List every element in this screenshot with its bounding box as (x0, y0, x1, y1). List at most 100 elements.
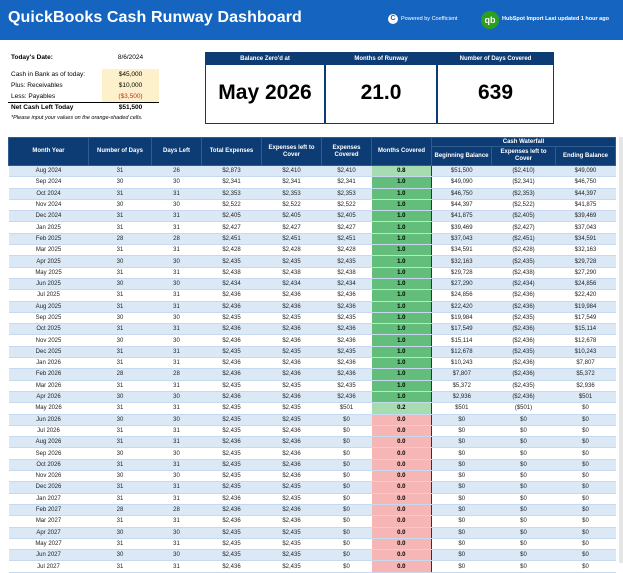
cell-months-covered[interactable]: 1.0 (371, 357, 432, 370)
table-row[interactable]: Oct 2025 31 31 $2,436 $2,436 $2,436 1.0 $17,549… (8, 323, 616, 336)
cell-number-of-days[interactable]: 31 (88, 210, 152, 223)
cell-month-year[interactable]: Aug 2026 (8, 436, 89, 449)
cell-ending-balance[interactable]: $39,469 (555, 210, 616, 223)
cell-ending-balance[interactable]: $37,043 (555, 221, 616, 234)
cell-expenses-covered[interactable]: $2,427 (321, 221, 372, 234)
table-row[interactable]: Nov 2024 30 30 $2,522 $2,522 $2,522 1.0 $44,397… (8, 199, 616, 212)
cell-total-expenses[interactable]: $2,522 (201, 199, 262, 212)
cell-ending-balance[interactable]: $17,549 (555, 312, 616, 325)
cell-beginning-balance[interactable]: $0 (431, 504, 492, 517)
cell-expenses-covered[interactable]: $0 (321, 493, 372, 505)
cell-expenses-covered[interactable]: $2,428 (321, 244, 372, 257)
cell-expenses-left-to-cover[interactable]: $2,436 (261, 368, 322, 381)
cell-beginning-balance[interactable]: $0 (431, 436, 492, 449)
cell-beginning-balance[interactable]: $46,750 (431, 188, 492, 200)
cell-beginning-balance[interactable]: $29,728 (431, 267, 492, 279)
cell-expenses-covered[interactable]: $2,434 (321, 278, 372, 291)
cell-beginning-balance[interactable]: $17,549 (431, 323, 492, 336)
cell-number-of-days[interactable]: 31 (88, 380, 152, 392)
cell-total-expenses[interactable]: $2,427 (201, 221, 262, 234)
cell-ending-balance[interactable]: $49,090 (555, 165, 616, 178)
col-months-covered[interactable]: Months Covered (371, 137, 432, 166)
cell-months-covered[interactable]: 1.0 (371, 380, 432, 392)
cell-months-covered[interactable]: 1.0 (371, 199, 432, 212)
cell-days-left[interactable]: 26 (151, 165, 202, 178)
cell-month-year[interactable]: Oct 2025 (8, 323, 89, 336)
cell-expenses-left-to-cover[interactable]: $2,435 (261, 527, 322, 539)
table-row[interactable]: Aug 2025 31 31 $2,436 $2,436 $2,436 1.0 $22,420… (8, 301, 616, 313)
cell-expenses-left-to-cover[interactable]: $2,435 (261, 493, 322, 505)
cell-number-of-days[interactable]: 31 (88, 357, 152, 370)
cell-beginning-balance[interactable]: $0 (431, 538, 492, 551)
cell-month-year[interactable]: Jan 2025 (8, 221, 89, 234)
table-row[interactable]: Sep 2026 30 30 $2,435 $2,436 $0 0.0 $0 $0 $0 (8, 447, 616, 460)
cell-expenses-covered[interactable]: $2,435 (321, 255, 372, 268)
cell-days-left[interactable]: 31 (151, 301, 202, 313)
cell-total-expenses[interactable]: $2,428 (201, 244, 262, 257)
cell-total-expenses[interactable]: $2,436 (201, 334, 262, 347)
cell-month-year[interactable]: Mar 2026 (8, 380, 89, 392)
cell-expenses-left-to-cover[interactable]: $2,435 (261, 481, 322, 494)
col-ending-balance[interactable]: Ending Balance (555, 146, 616, 166)
cell-total-expenses[interactable]: $2,435 (201, 312, 262, 325)
cell-expenses-left-to-cover[interactable]: $2,434 (261, 278, 322, 291)
cell-expenses-left-to-cover[interactable]: $2,438 (261, 267, 322, 279)
cell-expenses-left-to-cover[interactable]: $2,436 (261, 504, 322, 517)
cell-number-of-days[interactable]: 31 (88, 515, 152, 528)
cell-month-year[interactable]: Dec 2024 (8, 210, 89, 223)
cell-number-of-days[interactable]: 31 (88, 436, 152, 449)
cell-waterfall-expenses-left[interactable]: ($2,427) (491, 221, 556, 234)
receivables-input[interactable]: $10,000 (102, 80, 159, 91)
cell-number-of-days[interactable]: 30 (88, 312, 152, 325)
cell-month-year[interactable]: Oct 2024 (8, 188, 89, 200)
cell-waterfall-expenses-left[interactable]: $0 (491, 481, 556, 494)
table-row[interactable]: Apr 2027 30 30 $2,435 $2,435 $0 0.0 $0 $0 $0 (8, 527, 616, 539)
cell-month-year[interactable]: Sep 2025 (8, 312, 89, 325)
cell-expenses-covered[interactable]: $2,436 (321, 357, 372, 370)
cell-waterfall-expenses-left[interactable]: $0 (491, 470, 556, 483)
cell-month-year[interactable]: Jan 2027 (8, 493, 89, 505)
cell-number-of-days[interactable]: 30 (88, 527, 152, 539)
cell-number-of-days[interactable]: 30 (88, 199, 152, 212)
cell-months-covered[interactable]: 1.0 (371, 244, 432, 257)
cell-months-covered[interactable]: 0.0 (371, 459, 432, 472)
cell-waterfall-expenses-left[interactable]: ($501) (491, 402, 556, 415)
cell-months-covered[interactable]: 1.0 (371, 188, 432, 200)
cell-months-covered[interactable]: 1.0 (371, 221, 432, 234)
cell-months-covered[interactable]: 0.0 (371, 436, 432, 449)
cell-days-left[interactable]: 31 (151, 210, 202, 223)
cell-days-left[interactable]: 30 (151, 527, 202, 539)
cell-ending-balance[interactable]: $19,984 (555, 301, 616, 313)
cell-waterfall-expenses-left[interactable]: ($2,438) (491, 267, 556, 279)
table-row[interactable]: Jul 2025 31 31 $2,436 $2,436 $2,436 1.0 $24,856… (8, 289, 616, 302)
cell-beginning-balance[interactable]: $15,114 (431, 334, 492, 347)
cell-beginning-balance[interactable]: $0 (431, 425, 492, 438)
cell-number-of-days[interactable]: 31 (88, 481, 152, 494)
col-expenses-covered[interactable]: Expenses Covered (321, 137, 372, 166)
cell-number-of-days[interactable]: 31 (88, 221, 152, 234)
table-row[interactable]: Mar 2025 31 31 $2,428 $2,428 $2,428 1.0 $34,591… (8, 244, 616, 257)
cell-total-expenses[interactable]: $2,451 (201, 233, 262, 246)
cell-month-year[interactable]: Apr 2026 (8, 391, 89, 404)
cell-waterfall-expenses-left[interactable]: $0 (491, 493, 556, 505)
cell-number-of-days[interactable]: 30 (88, 447, 152, 460)
cell-ending-balance[interactable]: $501 (555, 391, 616, 404)
cell-expenses-covered[interactable]: $0 (321, 549, 372, 562)
cell-months-covered[interactable]: 0.0 (371, 515, 432, 528)
cell-expenses-left-to-cover[interactable]: $2,435 (261, 538, 322, 551)
cell-months-covered[interactable]: 0.0 (371, 527, 432, 539)
cell-expenses-left-to-cover[interactable]: $2,436 (261, 334, 322, 347)
cell-ending-balance[interactable]: $15,114 (555, 323, 616, 336)
cell-month-year[interactable]: Jul 2026 (8, 425, 89, 438)
cell-ending-balance[interactable]: $0 (555, 447, 616, 460)
cell-total-expenses[interactable]: $2,436 (201, 323, 262, 336)
cell-number-of-days[interactable]: 28 (88, 504, 152, 517)
cell-waterfall-expenses-left[interactable]: ($2,435) (491, 380, 556, 392)
cell-beginning-balance[interactable]: $0 (431, 481, 492, 494)
cell-days-left[interactable]: 31 (151, 244, 202, 257)
cell-ending-balance[interactable]: $27,290 (555, 267, 616, 279)
cell-number-of-days[interactable]: 30 (88, 255, 152, 268)
cell-days-left[interactable]: 31 (151, 380, 202, 392)
cell-beginning-balance[interactable]: $0 (431, 459, 492, 472)
cell-total-expenses[interactable]: $2,435 (201, 255, 262, 268)
